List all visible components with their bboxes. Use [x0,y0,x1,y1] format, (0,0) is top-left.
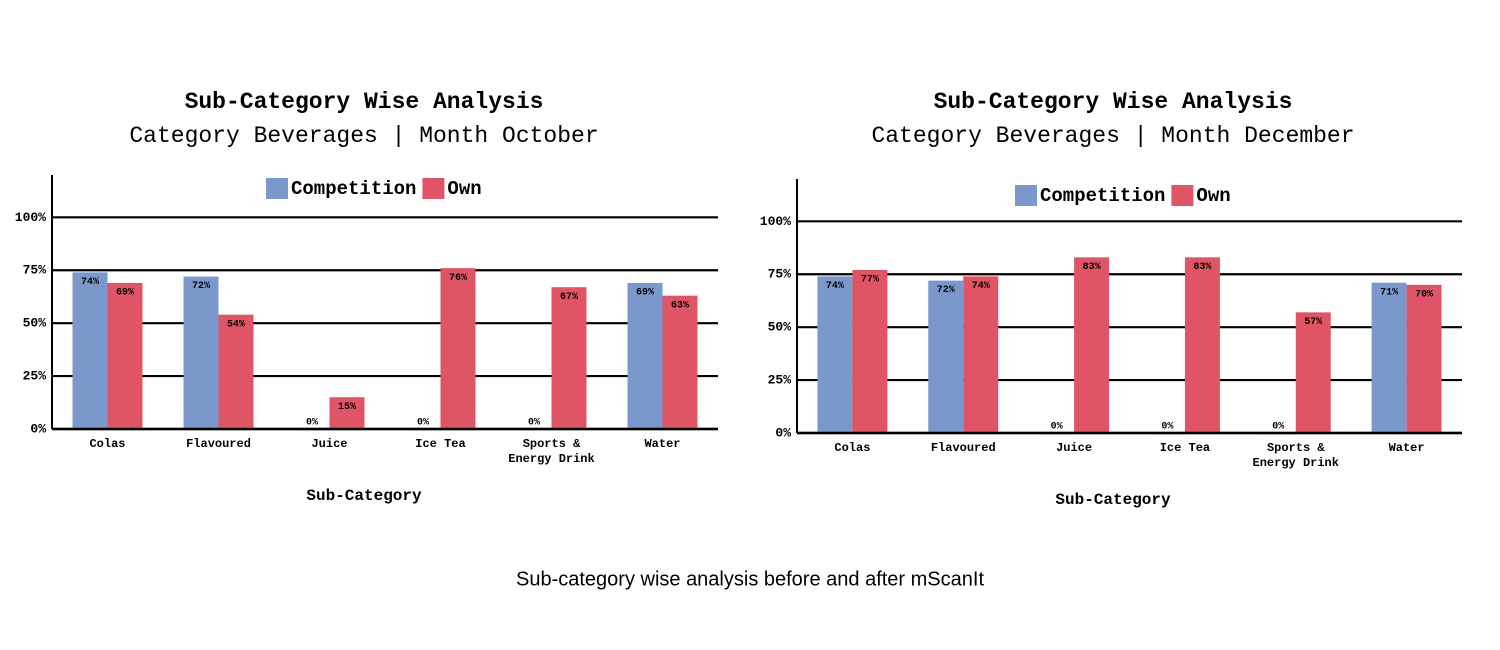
bar [1184,257,1220,433]
caption: Sub-category wise analysis before and af… [516,568,984,590]
value-label: 76% [449,273,467,284]
y-tick-label: 0% [775,425,791,440]
x-tick-label: Ice Tea [415,437,465,451]
value-label: 74% [972,281,990,292]
x-tick-label: Flavoured [186,437,251,451]
x-tick-label: Flavoured [931,441,996,455]
y-tick-label: 100% [760,214,791,229]
value-label: 69% [116,288,134,299]
bar [72,272,108,429]
y-tick-label: 50% [768,320,792,335]
bar [551,287,587,429]
chart-title: Sub-Category Wise Analysis [185,89,544,115]
y-tick-label: 100% [15,210,46,225]
bar [817,276,853,433]
chart-subtitle: Category Beverages | Month October [129,123,598,149]
bar [928,280,964,433]
legend-swatch [422,178,445,199]
chart-subtitle: Category Beverages | Month December [871,123,1354,149]
value-label: 54% [227,319,245,330]
value-label: 74% [81,277,99,288]
value-label: 72% [192,281,210,292]
x-tick-label: Ice Tea [1160,441,1210,455]
value-label: 0% [417,418,429,429]
bar [1371,282,1407,433]
value-label: 71% [1380,287,1398,298]
value-label: 0% [306,418,318,429]
chart-title: Sub-Category Wise Analysis [934,89,1293,115]
x-axis-label: Sub-Category [306,487,422,505]
value-label: 67% [560,292,578,303]
value-label: 15% [338,402,356,413]
value-label: 0% [528,418,540,429]
x-tick-label: Juice [311,437,347,451]
value-label: 83% [1193,262,1211,273]
y-tick-label: 50% [23,316,47,331]
bar [183,276,219,429]
legend-swatch [266,178,288,199]
value-label: 57% [1304,317,1322,328]
bar [1074,257,1110,433]
bar [627,282,663,429]
y-tick-label: 75% [23,263,47,278]
bar [1295,312,1331,433]
x-tick-label: Colas [89,437,125,451]
bar [1406,284,1442,433]
value-label: 63% [671,300,689,311]
x-tick-label: Water [1389,441,1425,455]
y-tick-label: 75% [768,267,792,282]
legend-label: Competition [1040,185,1165,207]
bar [963,276,999,433]
bar [852,270,888,433]
legend-swatch [1015,185,1037,206]
x-tick-label: Sports & Energy Drink [508,437,594,466]
value-label: 72% [937,285,955,296]
legend-label: Competition [291,178,416,200]
value-label: 0% [1161,422,1173,433]
legend-label: Own [447,178,481,200]
value-label: 69% [636,288,654,299]
x-tick-label: Colas [834,441,870,455]
value-label: 70% [1415,289,1433,300]
legend-swatch [1171,185,1194,206]
x-tick-label: Sports & Energy Drink [1253,441,1339,470]
bar [440,268,476,429]
value-label: 77% [861,275,879,286]
x-axis-label: Sub-Category [1055,491,1171,509]
value-label: 74% [826,281,844,292]
x-tick-label: Water [644,437,680,451]
bar [218,314,254,429]
x-tick-label: Juice [1056,441,1092,455]
bar [107,282,143,429]
value-label: 83% [1083,262,1101,273]
value-label: 0% [1051,422,1063,433]
bar [329,397,365,429]
y-tick-label: 25% [23,369,47,384]
legend-label: Own [1196,185,1230,207]
y-tick-label: 0% [30,421,46,436]
value-label: 0% [1272,422,1284,433]
y-tick-label: 25% [768,373,792,388]
bar [662,295,698,429]
